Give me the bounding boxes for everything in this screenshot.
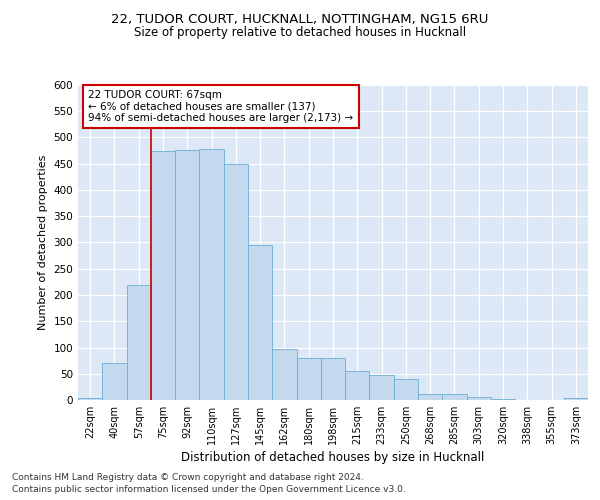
Bar	[102, 363, 127, 400]
Bar	[394, 379, 418, 400]
Bar	[467, 398, 491, 400]
Text: 22 TUDOR COURT: 67sqm
← 6% of detached houses are smaller (137)
94% of semi-deta: 22 TUDOR COURT: 67sqm ← 6% of detached h…	[88, 90, 353, 123]
Bar	[564, 398, 588, 400]
Bar	[175, 150, 199, 400]
Y-axis label: Number of detached properties: Number of detached properties	[38, 155, 48, 330]
Bar	[151, 150, 175, 400]
Bar	[345, 371, 370, 400]
Bar	[127, 284, 151, 400]
Bar	[296, 358, 321, 400]
Bar	[370, 375, 394, 400]
Bar	[418, 394, 442, 400]
Bar	[199, 148, 224, 400]
Text: Contains public sector information licensed under the Open Government Licence v3: Contains public sector information licen…	[12, 485, 406, 494]
X-axis label: Distribution of detached houses by size in Hucknall: Distribution of detached houses by size …	[181, 451, 485, 464]
Bar	[442, 394, 467, 400]
Bar	[78, 398, 102, 400]
Bar	[272, 349, 296, 400]
Text: Size of property relative to detached houses in Hucknall: Size of property relative to detached ho…	[134, 26, 466, 39]
Text: 22, TUDOR COURT, HUCKNALL, NOTTINGHAM, NG15 6RU: 22, TUDOR COURT, HUCKNALL, NOTTINGHAM, N…	[112, 12, 488, 26]
Bar	[248, 245, 272, 400]
Text: Contains HM Land Registry data © Crown copyright and database right 2024.: Contains HM Land Registry data © Crown c…	[12, 472, 364, 482]
Bar	[224, 164, 248, 400]
Bar	[321, 358, 345, 400]
